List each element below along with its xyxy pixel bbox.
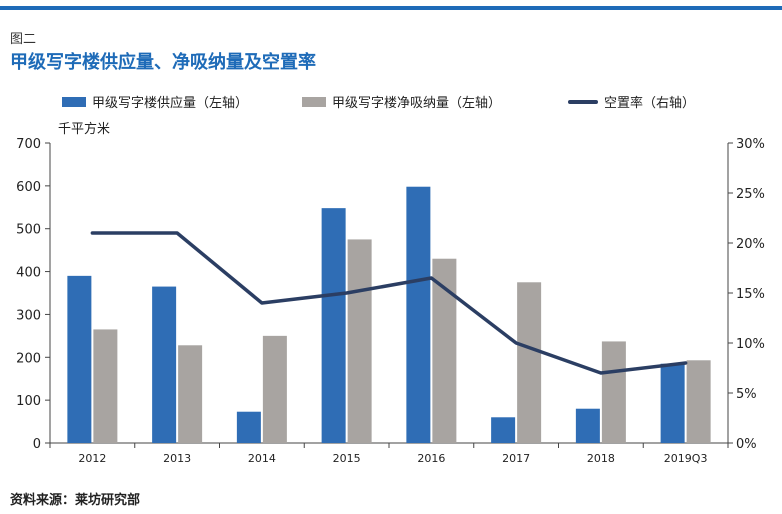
ticks: 0 100 200 300 400 500 600 700 0% 5% 10% 15% 20% 25% 30… <box>16 137 765 465</box>
top-rule <box>0 6 782 10</box>
x-tick-label: 2013 <box>163 452 191 465</box>
y-left-tick-label: 400 <box>16 266 41 281</box>
bar-absorption <box>178 345 203 443</box>
bar-supply <box>575 408 600 443</box>
y-right-tick-label: 20% <box>736 237 765 252</box>
legend-swatch-absorption <box>302 96 326 107</box>
bar-absorption <box>686 360 711 443</box>
legend-item-vacancy: 空置率（右轴） <box>568 92 695 111</box>
legend-label-absorption: 甲级写字楼净吸纳量（左轴） <box>332 96 502 111</box>
bar-absorption <box>601 341 626 443</box>
x-tick-label: 2014 <box>248 452 276 465</box>
legend-item-supply: 甲级写字楼供应量（左轴） <box>62 92 248 111</box>
legend-item-absorption: 甲级写字楼净吸纳量（左轴） <box>302 92 501 111</box>
bar-absorption <box>93 329 118 443</box>
bar-supply <box>236 411 261 443</box>
bar-supply <box>67 275 92 443</box>
bars <box>67 186 711 443</box>
bar-supply <box>152 286 177 443</box>
axes <box>49 143 729 444</box>
y-left-tick-label: 500 <box>16 223 41 238</box>
bar-supply <box>491 417 516 443</box>
legend-swatch-supply <box>62 96 86 107</box>
y-left-tick-label: 0 <box>33 437 41 452</box>
legend: 甲级写字楼供应量（左轴） 甲级写字楼净吸纳量（左轴） 空置率（右轴） <box>0 92 782 112</box>
y-left-tick-label: 200 <box>16 351 41 366</box>
x-tick-label: 2017 <box>502 452 530 465</box>
figure-label: 图二 <box>10 32 37 47</box>
x-tick-label: 2016 <box>417 452 445 465</box>
source-note: 资料来源：莱坊研究部 <box>10 493 141 508</box>
y-right-tick-label: 5% <box>736 387 757 402</box>
legend-label-supply: 甲级写字楼供应量（左轴） <box>92 96 249 111</box>
y-right-tick-label: 15% <box>736 287 765 302</box>
vacancy-line <box>90 231 688 375</box>
legend-label-vacancy: 空置率（右轴） <box>604 96 696 111</box>
bar-supply <box>660 363 685 443</box>
y-right-tick-label: 25% <box>736 187 765 202</box>
bar-absorption <box>347 239 372 443</box>
y-left-tick-label: 700 <box>16 137 41 152</box>
y-left-unit-label: 千平方米 <box>58 122 111 137</box>
x-tick-label: 2012 <box>78 452 106 465</box>
bar-supply <box>321 208 346 443</box>
x-tick-label: 2019Q3 <box>664 452 708 465</box>
y-left-tick-label: 600 <box>16 180 41 195</box>
bar-absorption <box>262 335 287 443</box>
y-right-tick-label: 10% <box>736 337 765 352</box>
y-left-tick-label: 100 <box>16 394 41 409</box>
y-right-tick-label: 0% <box>736 437 757 452</box>
x-tick-label: 2015 <box>333 452 361 465</box>
chart-title: 甲级写字楼供应量、净吸纳量及空置率 <box>10 52 316 73</box>
y-left-tick-label: 300 <box>16 308 41 323</box>
y-right-tick-label: 30% <box>736 137 765 152</box>
legend-swatch-vacancy <box>568 99 598 104</box>
bar-absorption <box>517 282 542 443</box>
vacancy-line-group <box>90 231 688 375</box>
bar-supply <box>406 186 431 443</box>
x-tick-label: 2018 <box>587 452 615 465</box>
